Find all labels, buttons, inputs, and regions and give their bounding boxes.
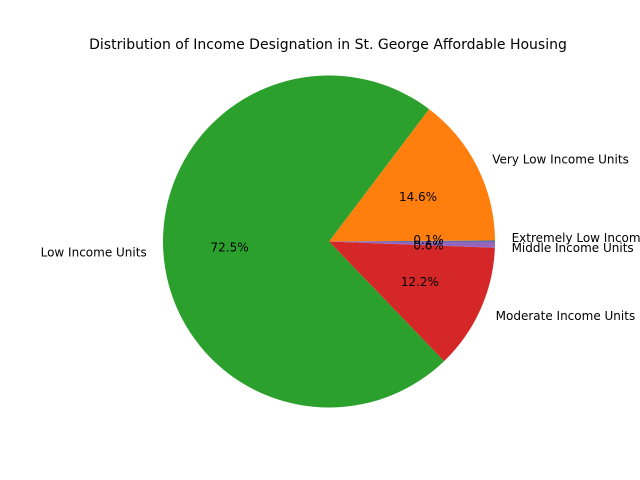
slice-category-label: Extremely Low Income Units — [512, 231, 640, 245]
chart-title: Distribution of Income Designation in St… — [89, 37, 567, 53]
slice-percent-label: 12.2% — [401, 275, 439, 289]
slice-category-label: Moderate Income Units — [496, 309, 636, 323]
category-labels: Extremely Low Income Units Very Low Incom… — [41, 153, 640, 323]
slice-category-label: Low Income Units — [41, 245, 147, 259]
slice-percent-label: 0.6% — [413, 238, 444, 252]
pie-slices — [163, 75, 496, 408]
slice-percent-label: 14.6% — [399, 190, 437, 204]
pie-slice — [329, 240, 496, 242]
pie-slice — [329, 241, 495, 362]
pie-slice — [329, 109, 495, 242]
pie-slice — [163, 75, 445, 408]
slice-category-label: Very Low Income Units — [492, 153, 629, 167]
slice-percent-label: 72.5% — [211, 240, 249, 254]
percent-labels: 0.1% 14.6% 72.5% 12.2% 0.6% — [211, 190, 444, 289]
slice-percent-label: 0.1% — [413, 233, 444, 247]
slice-category-label: Middle Income Units — [512, 241, 634, 255]
pie-slice — [329, 241, 495, 248]
